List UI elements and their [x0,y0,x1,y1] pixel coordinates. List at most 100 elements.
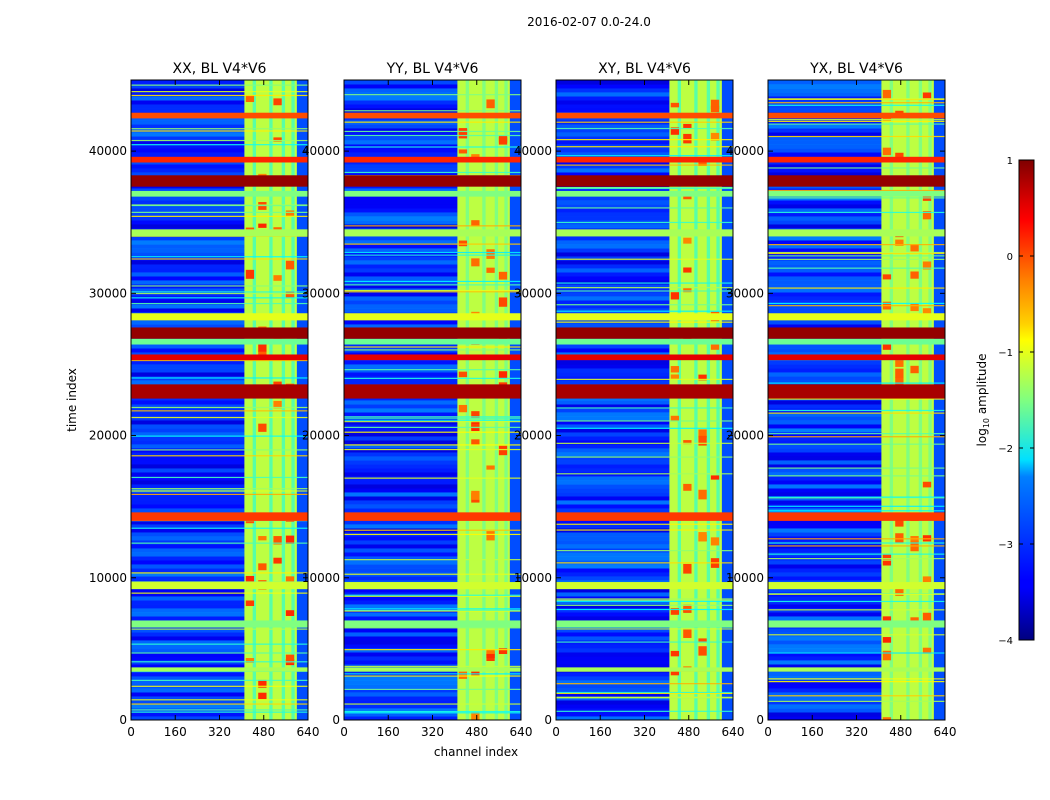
heatmap-row [768,548,882,553]
heatmap-row [131,628,245,633]
heatmap-line [131,377,308,379]
heatmap-band-stripe [889,80,894,720]
rfi-row [768,112,945,119]
heatmap-row [768,208,882,213]
heatmap-row [344,236,458,241]
heatmap-row [556,428,670,433]
heatmap-line [768,433,945,435]
heatmap-cell [683,440,692,445]
heatmap-row [768,84,882,89]
heatmap-row [344,700,458,705]
heatmap-cell [683,133,692,144]
heatmap-band-stripe [482,80,486,720]
heatmap-row [768,436,882,441]
rfi-row [344,338,521,345]
heatmap-cell [273,536,282,545]
heatmap-cell [922,308,932,317]
heatmap-row [768,444,882,449]
heatmap-line [344,448,521,451]
heatmap-cell [498,297,508,307]
heatmap-row [768,252,882,257]
heatmap-cell [273,275,282,281]
panel: XY, BL V4*V6 0 160 320 480 640 0 10000 20000 3000… [514,61,745,739]
heatmap-line [344,130,521,133]
heatmap-cell [683,237,692,244]
rfi-row [131,327,308,339]
heatmap-row [344,400,458,405]
heatmap-row [344,208,458,213]
heatmap-row [768,440,882,445]
heatmap-line [131,592,308,594]
heatmap-row [344,492,458,497]
heatmap-cell [698,489,707,500]
heatmap-row [768,224,882,229]
heatmap-row [768,104,882,109]
colorbar-label-rest: amplitude [975,354,989,418]
panel-title: YY, BL V4*V6 [386,61,479,77]
heatmap-line [344,251,521,254]
y-tick-label: 10000 [514,571,552,585]
heatmap-row [768,260,882,265]
heatmap-row [768,416,882,421]
heatmap-cell [285,610,295,616]
heatmap-row [768,676,882,681]
heatmap-row [131,576,245,581]
colorbar-tick-label: −1 [998,348,1013,359]
rfi-row [768,313,945,321]
rfi-row [556,112,733,119]
heatmap-row [768,364,882,369]
heatmap-row [768,540,882,545]
heatmap-row [131,472,245,477]
heatmap-cell [882,717,892,720]
heatmap-row [344,504,458,509]
heatmap-line [131,488,308,490]
heatmap [131,80,308,720]
heatmap-row [768,684,882,689]
heatmap-row [556,664,670,669]
heatmap-cell [498,371,508,379]
heatmap-line [768,98,945,100]
heatmap-row [344,276,458,281]
heatmap-row [768,692,882,697]
heatmap-band-stripe [465,80,470,720]
heatmap-row [344,344,458,349]
heatmap-cell [882,274,892,280]
heatmap-row [131,208,245,213]
heatmap-row [556,532,670,537]
heatmap-row [344,604,458,609]
heatmap-cell [683,628,692,638]
heatmap-line [344,627,521,629]
panel-title: YX, BL V4*V6 [809,61,903,77]
y-tick-label: 0 [332,713,340,727]
heatmap-row [344,260,458,265]
heatmap-cell [922,576,932,584]
heatmap-row [556,708,670,713]
x-tick-label: 640 [297,725,320,739]
heatmap-row [131,680,245,685]
heatmap-row [131,468,245,473]
heatmap-line [768,252,945,255]
heatmap-row [556,536,670,541]
heatmap-cell [245,575,255,584]
heatmap-row [556,196,670,201]
heatmap-line [768,119,945,121]
heatmap-line [344,595,521,597]
heatmap-line [556,207,733,209]
heatmap-line [344,291,521,293]
heatmap-line [768,558,945,560]
heatmap-line [556,304,733,306]
heatmap-line [556,164,733,166]
heatmap-row [768,404,882,409]
heatmap-cell [670,127,680,135]
heatmap-row [344,452,458,457]
heatmap-row [768,132,882,137]
heatmap-row [131,596,245,601]
colorbar-label: log10 amplitude [975,354,991,447]
rfi-row [556,512,733,521]
heatmap-line [131,406,308,409]
heatmap-cell [882,89,892,99]
heatmap-row [131,292,245,297]
heatmap-row [344,204,458,209]
heatmap-row [344,544,458,549]
heatmap-row [556,124,670,129]
